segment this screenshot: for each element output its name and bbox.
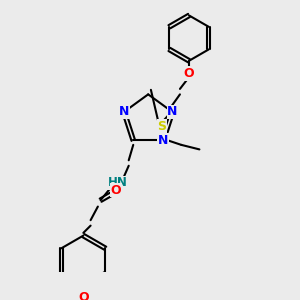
Text: S: S <box>157 120 166 133</box>
Text: N: N <box>158 134 168 147</box>
Text: N: N <box>167 105 178 119</box>
Text: O: O <box>184 67 194 80</box>
Text: O: O <box>78 291 89 300</box>
Text: O: O <box>111 184 121 197</box>
Text: HN: HN <box>108 176 128 190</box>
Text: N: N <box>119 105 129 119</box>
